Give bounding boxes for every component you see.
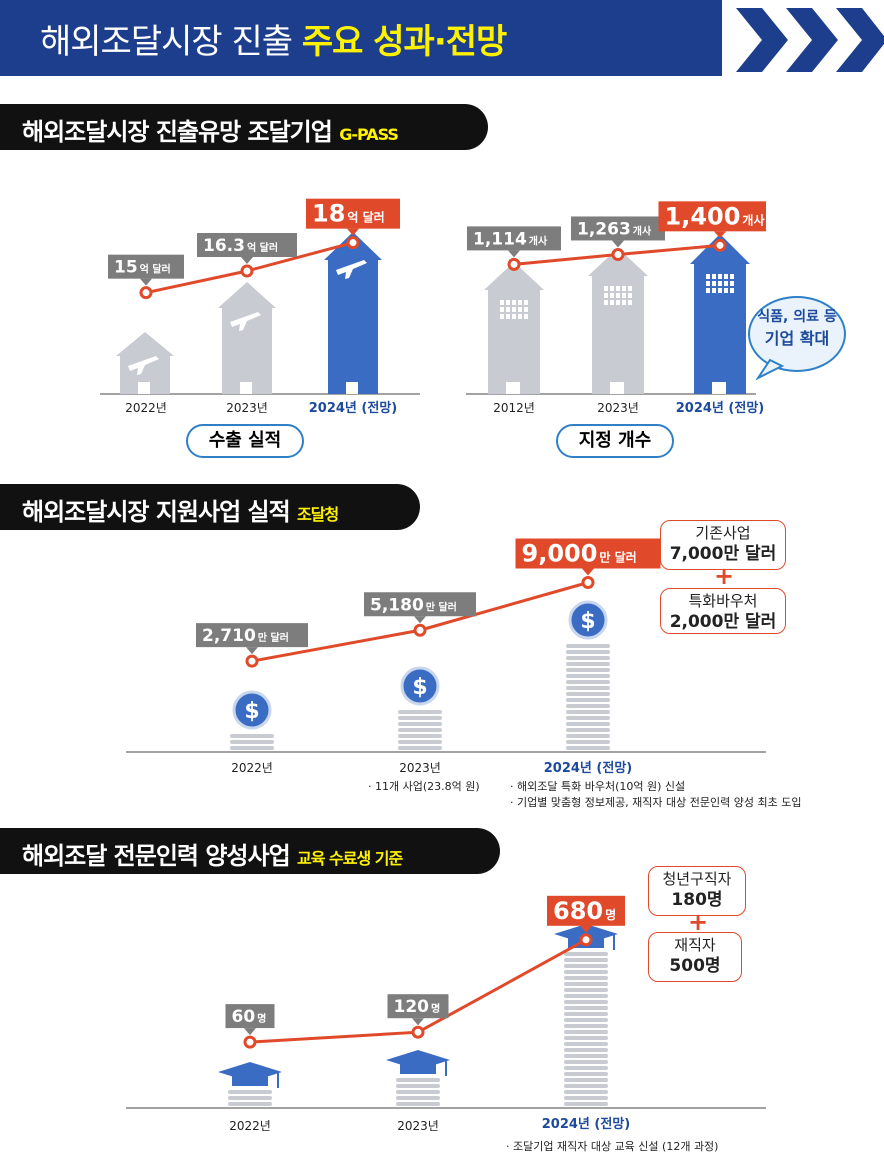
data-label: 15 억 달러 [108,254,184,286]
note-2023: · 11개 사업(23.8억 원) [368,780,480,793]
chart-designated: 1,114 개사 1,263 개사1,400 개사 2012년 2023년 2024년 … [466,201,766,416]
tick-2012: 2012년 [493,401,535,415]
page-title: 해외조달시장 진출 주요 성과·전망 [40,14,507,63]
tick-2022d: 2022년 [229,1119,271,1133]
employee-value: 500명 [669,956,721,976]
data-label: 60 명 [225,1004,275,1036]
title-plain: 해외조달시장 진출 [40,22,293,62]
plus-icon: + [714,562,735,590]
training-line-series: 60 명 120 명 680 명 [225,895,625,1049]
data-label: 9,000 만 달러 [515,538,661,576]
data-label: 18 억 달러 [306,198,400,236]
data-point [240,264,254,278]
house-2024 [324,232,382,394]
building-2023 [588,248,648,394]
chart-export: 15 억 달러 16.3 억 달러 18 억 달러 2022년 2023년 2024년 (… [100,198,420,416]
data-label: 1,114 개사 [467,226,561,258]
plus-icon-2: + [688,908,709,936]
data-point [413,623,427,637]
dollar-sign-icon: $ [580,609,595,634]
expansion-bubble: 식품, 의료 등 기업 확대 [748,296,846,372]
tick-2024: 2024년 (전망) [309,400,397,416]
tick-2024b: 2024년 (전망) [676,400,764,416]
breakdown-employee: 재직자 500명 [648,932,742,982]
data-point [713,238,727,252]
designated-count-label: 지정 개수 [556,424,674,458]
data-label: 1,400 개사 [658,201,766,239]
existing-label: 기존사업 [695,524,751,542]
data-point [245,654,259,668]
dollar-coin-icon [400,666,440,706]
data-point [579,933,593,947]
tick-2023b: 2023년 [597,401,639,415]
bubble-line-1: 식품, 의료 등 [757,309,837,325]
data-label: 2,710 만 달러 [196,623,308,655]
bubble-line-2: 기업 확대 [764,329,830,348]
chart-training: 60 명 120 명 680 명 2022년 2023년 2024년 (전망) [126,895,766,1133]
data-point [507,257,521,271]
section-header-gpass: 해외조달시장 진출유망 조달기업 G-PASS [0,104,488,150]
note-2024-a: · 해외조달 특화 바우처(10억 원) 신설 [510,780,686,793]
tick-2023c: 2023년 [399,761,441,775]
data-point [581,576,595,589]
breakdown-voucher: 특화바우처 2,000만 달러 [660,588,786,634]
export-line-series: 15 억 달러 16.3 억 달러 18 억 달러 [108,198,400,300]
graduation-cap-icon [218,1062,282,1088]
data-point [139,286,153,300]
chevron-arrows-icon [736,8,884,72]
dollar-coin-icon [568,600,608,640]
note-training-2024: · 조달기업 재직자 대상 교육 신설 (12개 과정) [506,1140,719,1153]
data-point [411,1025,425,1039]
voucher-value: 2,000만 달러 [669,612,777,632]
title-highlight: 주요 성과·전망 [301,22,507,62]
value-label: 9,000 만 달러 [522,540,637,568]
data-label: 680 명 [547,895,625,933]
tick-2024d: 2024년 (전망) [542,1116,630,1132]
support-line-series: 2,710 만 달러 5,180 만 달러 9,000 만 달러 [196,538,661,668]
youth-value: 180명 [671,890,723,910]
existing-value: 7,000만 달러 [669,544,777,564]
chart-support: $ $ $ 2,710 만 달러 5,180 만 달러 9,000 만 달러 2022년 20… [126,538,766,776]
graduation-cap-icon [386,1050,450,1076]
building-2024 [690,234,750,394]
dollar-sign-icon: $ [412,675,427,700]
breakdown-existing: 기존사업 7,000만 달러 [660,520,786,570]
employee-label: 재직자 [674,936,716,954]
export-result-label: 수출 실적 [186,424,304,458]
designated-line-series: 1,114 개사 1,263 개사1,400 개사 [467,201,766,271]
tick-2023: 2023년 [226,401,268,415]
data-label: 120 명 [387,994,449,1026]
youth-label: 청년구직자 [662,870,732,888]
building-2012 [484,262,544,394]
tick-2024c: 2024년 (전망) [544,760,632,776]
house-2022 [116,332,174,394]
title-bar: 해외조달시장 진출 주요 성과·전망 [0,0,722,76]
tick-2022c: 2022년 [231,761,273,775]
value-label: 120 명 [394,997,441,1017]
data-label: 5,180 만 달러 [364,592,476,624]
dollar-coin-icon [232,690,272,730]
tick-2023d: 2023년 [397,1119,439,1133]
tick-2022: 2022년 [125,401,167,415]
note-2024-b: · 기업별 맞춤형 정보제공, 재직자 대상 전문인력 양성 최초 도입 [510,796,802,809]
section-header-training: 해외조달 전문인력 양성사업 교육 수료생 기준 [0,828,500,874]
house-2023 [218,282,276,394]
data-point [243,1035,257,1049]
data-label: 1,263 개사 [571,216,665,248]
dollar-sign-icon: $ [244,699,259,724]
data-point [346,236,360,250]
data-label: 16.3 억 달러 [197,233,297,264]
bubble-tail-icon [756,358,785,381]
data-point [611,247,625,261]
section-header-support: 해외조달시장 지원사업 실적 조달청 [0,484,420,530]
breakdown-youth: 청년구직자 180명 [648,866,746,916]
voucher-label: 특화바우처 [688,592,758,610]
